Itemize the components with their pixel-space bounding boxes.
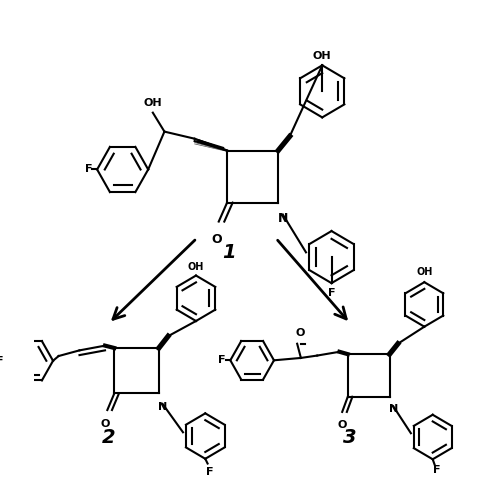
Text: OH: OH <box>188 262 204 272</box>
Text: 3: 3 <box>344 428 357 446</box>
Text: O: O <box>101 420 110 430</box>
Text: F: F <box>432 466 440 475</box>
Text: 2: 2 <box>102 428 116 446</box>
Text: O: O <box>338 420 347 431</box>
Text: OH: OH <box>144 98 162 108</box>
Text: F: F <box>0 356 4 366</box>
Text: N: N <box>278 212 288 225</box>
Text: F: F <box>328 288 336 298</box>
Text: N: N <box>158 402 167 412</box>
Text: OH: OH <box>416 267 432 277</box>
Text: F: F <box>206 467 214 477</box>
Text: OH: OH <box>313 50 332 60</box>
Text: 1: 1 <box>222 243 236 262</box>
Text: F: F <box>218 355 226 365</box>
Text: O: O <box>211 233 222 246</box>
Text: O: O <box>296 328 304 338</box>
Text: N: N <box>388 404 398 414</box>
Text: F: F <box>85 165 92 175</box>
